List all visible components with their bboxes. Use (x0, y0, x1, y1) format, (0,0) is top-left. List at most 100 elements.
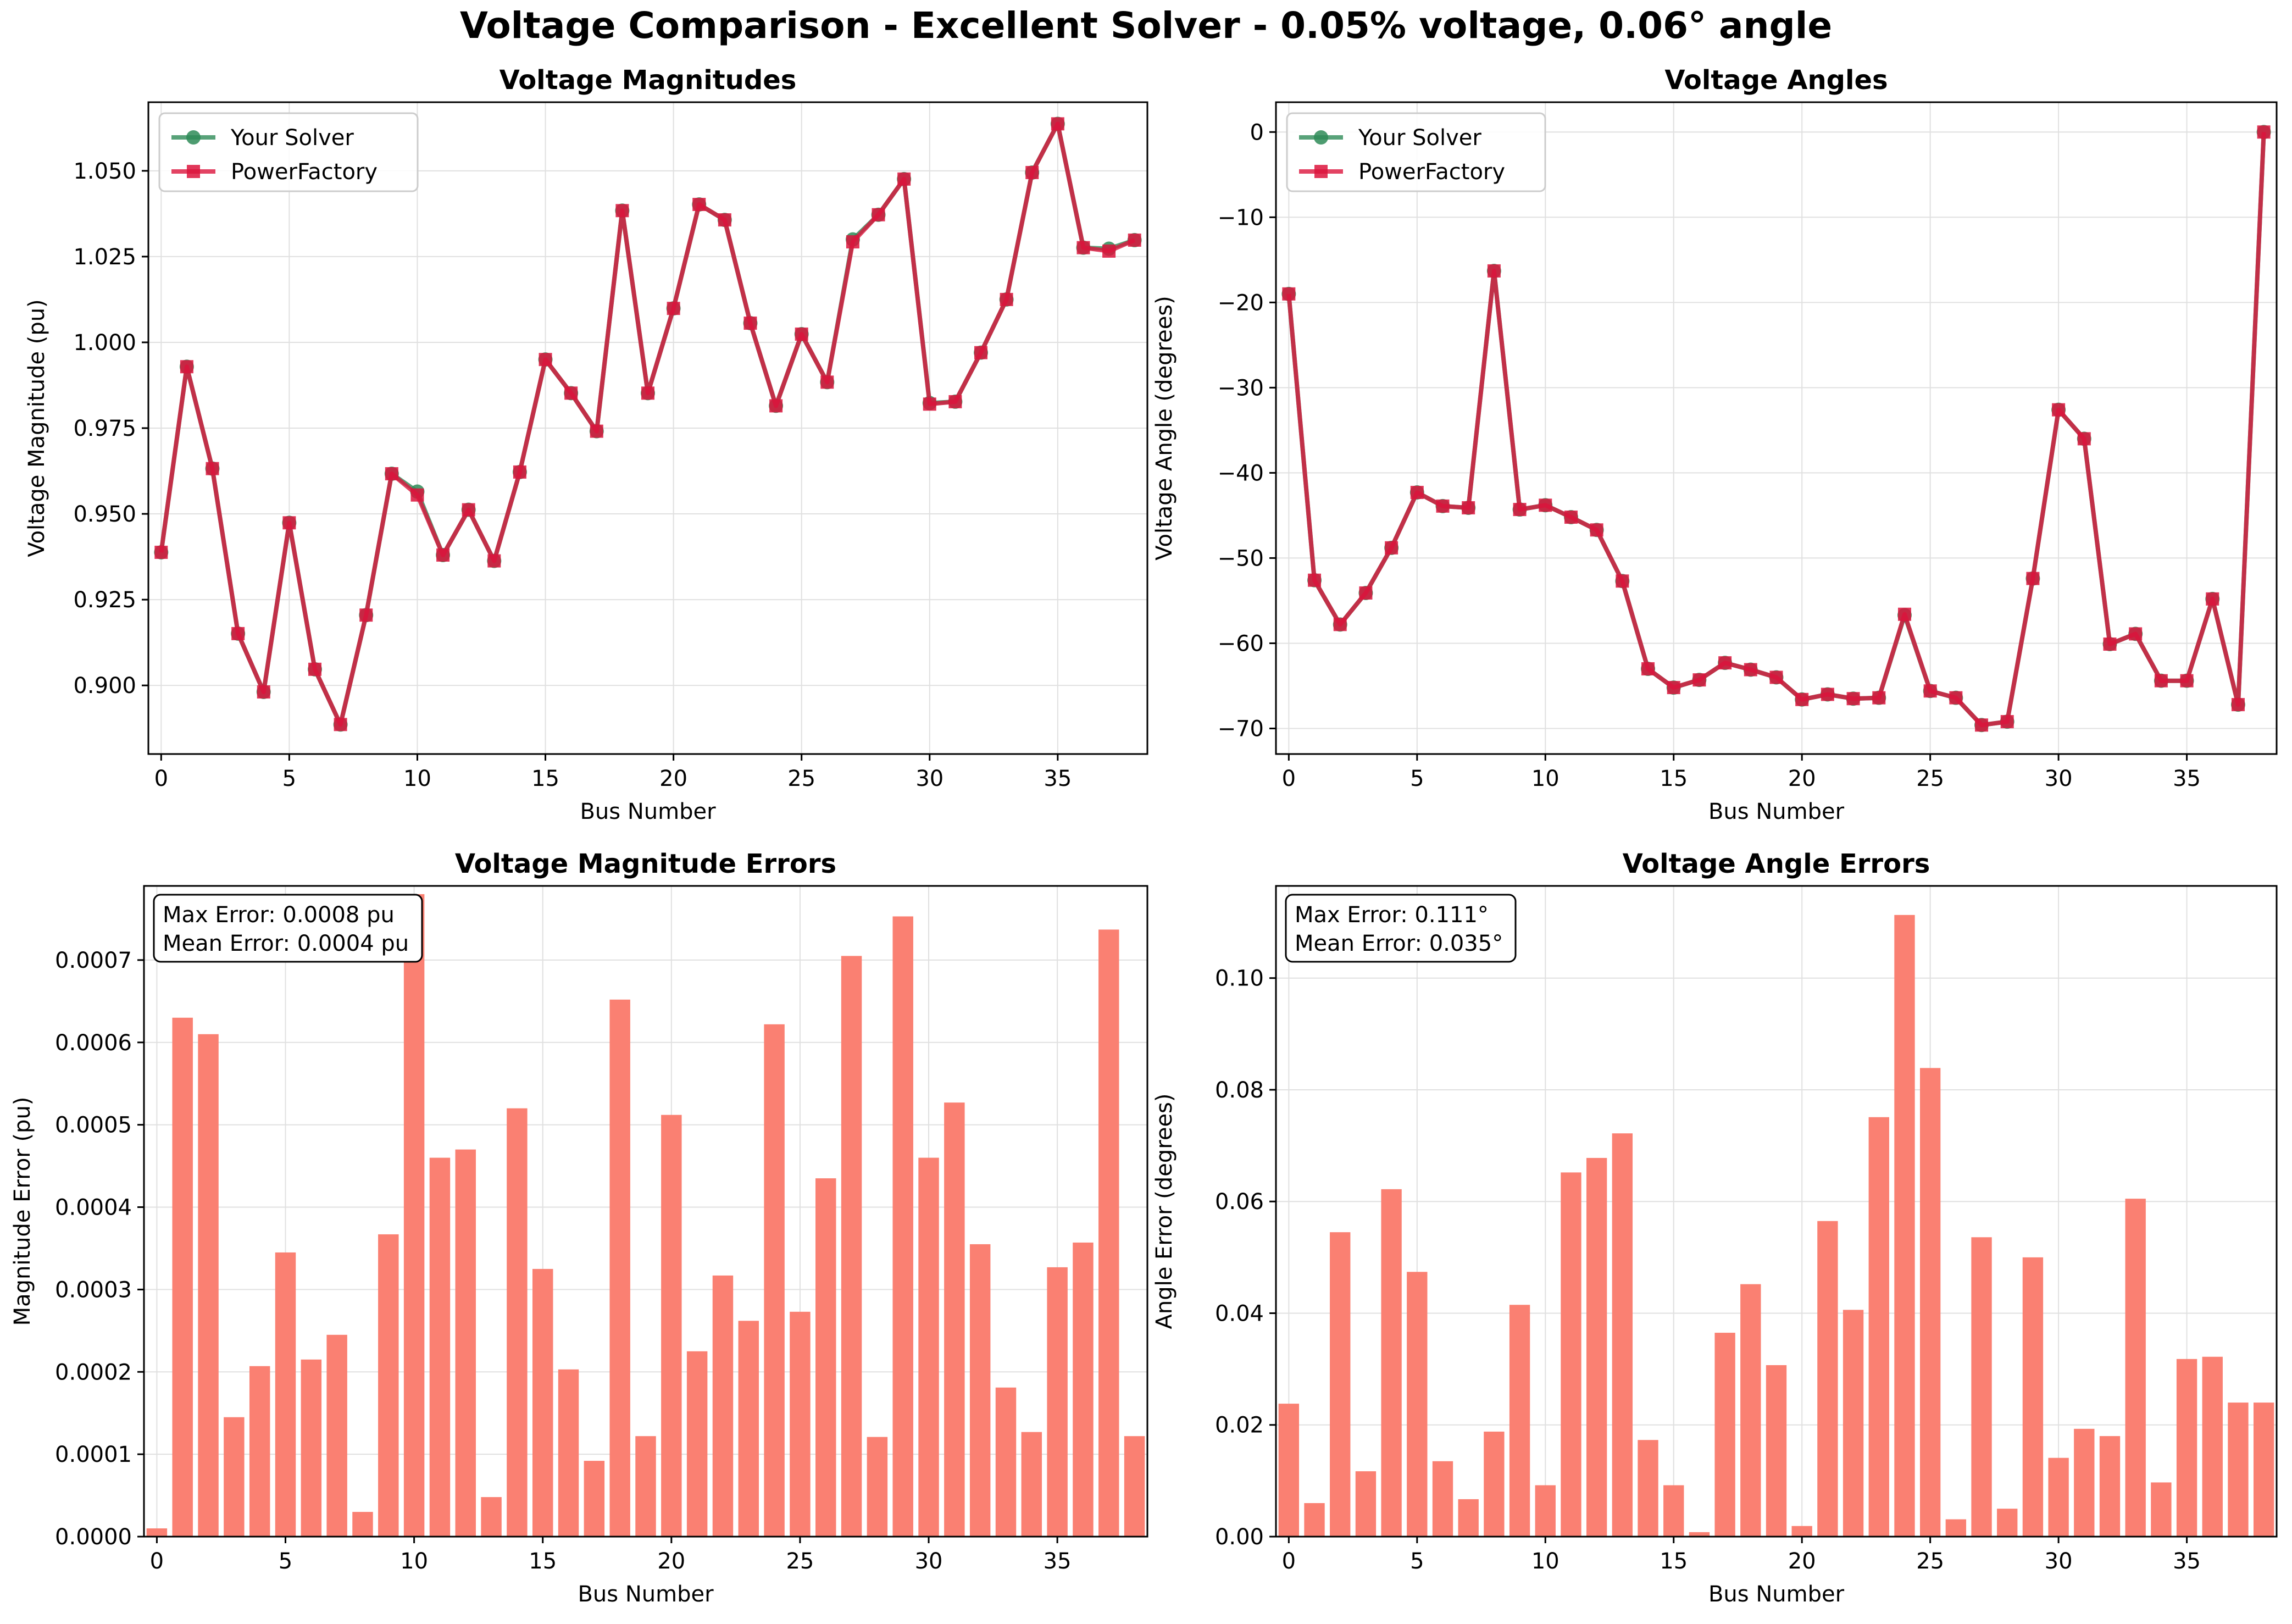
powerfactory-point (206, 462, 219, 475)
error-bar (1689, 1532, 1710, 1537)
y-tick-label: 0.950 (73, 502, 136, 527)
error-bar (1330, 1232, 1351, 1537)
powerfactory-point (2026, 572, 2040, 585)
x-axis-label: Bus Number (580, 799, 716, 824)
error-bar (1047, 1267, 1068, 1537)
plot-frame (1275, 885, 2278, 1538)
error-bar (1740, 1284, 1761, 1537)
powerfactory-point (2206, 592, 2219, 606)
powerfactory-point (1872, 691, 1886, 705)
x-tick-label: 5 (279, 1549, 292, 1574)
error-bar (2074, 1428, 2095, 1537)
error-bar (1919, 1068, 1941, 1537)
error-bar (1561, 1172, 1581, 1537)
y-tick-label: 0.04 (1215, 1301, 1264, 1326)
powerfactory-point (1462, 501, 1475, 514)
powerfactory-point (1333, 618, 1347, 631)
chart-title: Voltage Angles (1664, 65, 1888, 96)
powerfactory-point (410, 488, 424, 502)
powerfactory-point (1949, 691, 1963, 705)
x-tick-label: 0 (1282, 766, 1296, 791)
legend-your-solver-marker (1314, 130, 1328, 145)
error-bar (2022, 1257, 2044, 1537)
powerfactory-point (1897, 607, 1911, 621)
powerfactory-line (1286, 132, 2266, 728)
error-bar (2048, 1457, 2069, 1537)
powerfactory-point (462, 503, 475, 517)
powerfactory-point (436, 548, 450, 562)
y-tick-label: 0.0004 (55, 1195, 132, 1221)
error-summary-text: Max Error: 0.0008 pu (163, 902, 395, 928)
x-tick-label: 20 (1788, 1549, 1816, 1574)
y-axis-label: Voltage Magnitude (pu) (24, 299, 49, 557)
y-tick-label: −60 (1218, 631, 1264, 656)
powerfactory-point (1410, 486, 1424, 500)
powerfactory-point (2180, 674, 2194, 688)
y-tick-label: 0 (1250, 120, 1264, 145)
chart-title: Voltage Magnitude Errors (455, 849, 836, 879)
powerfactory-point (641, 386, 654, 400)
powerfactory-point (1359, 586, 1373, 600)
powerfactory-point (2231, 698, 2245, 712)
powerfactory-point (2052, 403, 2066, 417)
powerfactory-point (2257, 125, 2271, 139)
error-summary-text: Mean Error: 0.035° (1295, 931, 1503, 956)
y-tick-label: 1.000 (73, 330, 136, 356)
error-bar (1407, 1272, 1428, 1537)
powerfactory-point (1564, 511, 1578, 524)
x-axis-label: Bus Number (1708, 1582, 1845, 1607)
error-bar (2253, 1403, 2274, 1537)
powerfactory-point (513, 465, 526, 479)
error-bar (558, 1369, 579, 1537)
error-bar (1304, 1503, 1325, 1537)
y-tick-label: 0.0002 (55, 1360, 132, 1385)
error-bar (532, 1268, 553, 1537)
powerfactory-point (923, 397, 936, 411)
y-tick-label: 0.0005 (55, 1113, 132, 1138)
powerfactory-point (1282, 287, 1296, 301)
y-axis-label: Angle Error (degrees) (1152, 1094, 1177, 1329)
error-bar (1997, 1509, 2018, 1537)
error-bar (1791, 1526, 1812, 1537)
powerfactory-point (1000, 292, 1013, 306)
error-bar (198, 1034, 219, 1537)
y-tick-label: 0.08 (1215, 1078, 1264, 1103)
error-bar (326, 1334, 347, 1537)
powerfactory-point (1641, 662, 1655, 675)
plot-frame (1275, 101, 2278, 755)
powerfactory-point (1975, 718, 1989, 732)
powerfactory-point (2154, 674, 2168, 688)
error-bar (635, 1436, 656, 1537)
y-tick-label: 0.0000 (55, 1525, 132, 1550)
x-tick-label: 0 (150, 1549, 164, 1574)
error-bar (1945, 1519, 1967, 1537)
y-tick-label: 1.025 (73, 245, 136, 270)
x-tick-label: 5 (1410, 766, 1424, 791)
powerfactory-point (590, 424, 603, 438)
x-tick-label: 10 (400, 1549, 428, 1574)
powerfactory-point (718, 213, 731, 227)
error-bar (1766, 1365, 1787, 1537)
error-bar (2125, 1199, 2146, 1537)
error-bar (403, 894, 425, 1537)
x-tick-label: 0 (1282, 1549, 1296, 1574)
powerfactory-point (2103, 638, 2117, 651)
powerfactory-point (1308, 573, 1322, 587)
error-bar (1124, 1436, 1145, 1537)
legend-box (158, 112, 419, 192)
x-tick-label: 15 (529, 1549, 557, 1574)
error-bar (1432, 1461, 1453, 1537)
voltage-angles-chart: 0 5 10 15 20 25 30 35 0 −10 −20 −30 −40 −50 −60 −70 Volt… (1152, 65, 2278, 824)
y-tick-label: 0.10 (1215, 966, 1264, 991)
x-tick-label: 25 (1916, 766, 1944, 791)
powerfactory-point (1616, 574, 1629, 588)
error-bar (172, 1017, 193, 1537)
error-bar (841, 956, 862, 1537)
error-bar (1098, 929, 1119, 1537)
powerfactory-point (1821, 688, 1834, 701)
powerfactory-point (385, 467, 398, 481)
error-bar (1894, 914, 1915, 1537)
legend-your-solver-marker (186, 130, 201, 145)
error-bar (686, 1351, 708, 1537)
x-tick-label: 35 (1044, 766, 1072, 791)
